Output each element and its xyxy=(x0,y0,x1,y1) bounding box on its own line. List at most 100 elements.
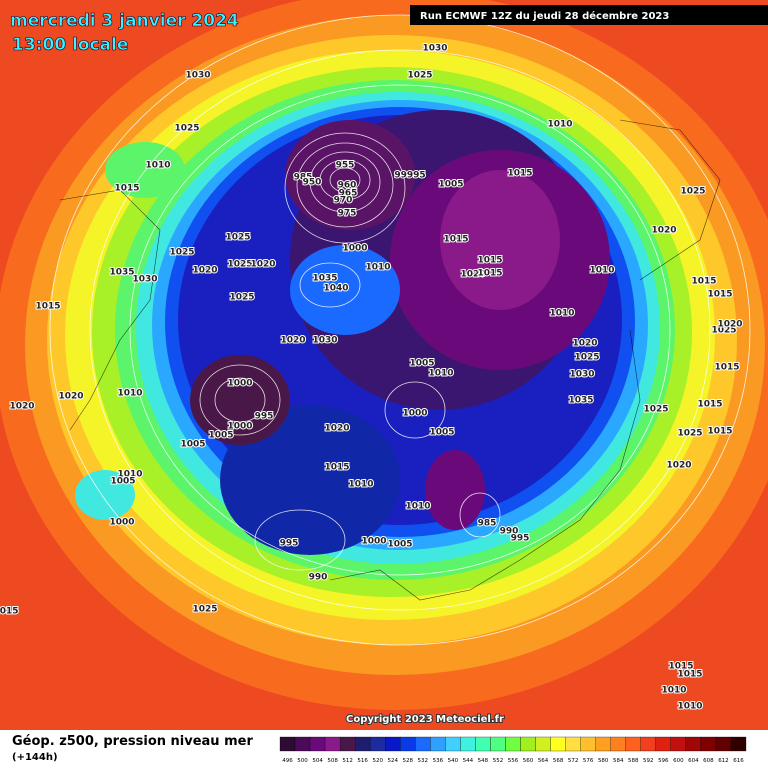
isobar-label: 1035 xyxy=(109,268,134,278)
isobar-label: 1010 xyxy=(348,480,373,490)
isobar-label: 1010 xyxy=(145,161,170,171)
colorbar-swatch xyxy=(294,736,311,752)
isobar-label: 1020 xyxy=(651,226,676,236)
colorbar-swatch xyxy=(505,736,521,752)
colorbar-swatch xyxy=(625,736,641,752)
isobar-label: 995 xyxy=(280,539,299,549)
coastlines xyxy=(59,119,721,601)
isobar-label: 1005 xyxy=(180,440,205,450)
isobar-label: 1025 xyxy=(407,71,432,81)
isobar-label: 1015 xyxy=(443,235,468,245)
isobar-label: 1025 xyxy=(225,233,250,243)
isobar-label: 1000 xyxy=(227,422,252,432)
isobar-label: 1025 xyxy=(229,293,254,303)
isobar-label: 1010 xyxy=(428,369,453,379)
isobar-label: 995 xyxy=(255,412,274,422)
isobars xyxy=(49,14,751,646)
isobar-label: 955 xyxy=(336,161,355,171)
colorbar-swatch xyxy=(550,736,566,752)
isobar-label: 985 xyxy=(478,519,497,529)
colorbar-label: 572 xyxy=(568,758,579,764)
colorbar-swatch xyxy=(520,736,536,752)
colorbar: 496 500 504 508 512 516 520 524 528 532 536 540 544 5… xyxy=(279,736,747,764)
isobar-label: 1025 xyxy=(174,124,199,134)
isobar-label: 1015 xyxy=(0,607,19,617)
isobar-label: 1025 xyxy=(169,248,194,258)
colorbar-label: 536 xyxy=(433,758,444,764)
isobar-label: 975 xyxy=(338,209,357,219)
isobar-label: 1010 xyxy=(661,686,686,696)
isobar-label: 1025 xyxy=(643,405,668,415)
colorbar-swatch xyxy=(535,736,551,752)
isobar-label: 1010 xyxy=(549,309,574,319)
isobar-label: 1020 xyxy=(460,270,485,280)
colorbar-label: 544 xyxy=(463,758,474,764)
colorbar-swatch xyxy=(655,736,671,752)
isobar-label: 1015 xyxy=(507,169,532,179)
isobar-label: 1010 xyxy=(547,120,572,130)
colorbar-swatch xyxy=(355,736,371,752)
isobar-label: 1010 xyxy=(117,389,142,399)
run-info: Run ECMWF 12Z du jeudi 28 décembre 2023 xyxy=(420,10,669,22)
isobar-label: 1030 xyxy=(132,275,157,285)
isobar-label: 1015 xyxy=(697,400,722,410)
colorbar-label: 584 xyxy=(613,758,624,764)
isobar-label: 1010 xyxy=(365,263,390,273)
isobar-label: 1010 xyxy=(117,470,142,480)
colorbar-label: 552 xyxy=(493,758,504,764)
colorbar-swatch xyxy=(730,736,747,752)
isobar-label: 1005 xyxy=(429,428,454,438)
isobar-label: 1025 xyxy=(574,353,599,363)
isobar-label: 990 xyxy=(309,573,328,583)
isobar-label: 99995 xyxy=(394,171,425,181)
colorbar-label: 560 xyxy=(523,758,534,764)
colorbar-label: 496 xyxy=(282,758,293,764)
isobar-label: 1000 xyxy=(361,537,386,547)
colorbar-swatch xyxy=(595,736,611,752)
isobar-label: 1015 xyxy=(691,277,716,287)
copyright: Copyright 2023 Meteociel.fr xyxy=(346,714,504,725)
isobar-label: 1030 xyxy=(569,370,594,380)
isobar-label: 1025 xyxy=(192,605,217,615)
colorbar-swatch xyxy=(460,736,476,752)
isobar-label: 1025 xyxy=(677,429,702,439)
colorbar-label: 500 xyxy=(297,758,308,764)
colorbar-label: 540 xyxy=(448,758,459,764)
colorbar-label: 576 xyxy=(583,758,594,764)
isobar-label: 1020 xyxy=(666,461,691,471)
isobar-label: 1020 xyxy=(324,424,349,434)
isobar-label: 1000 xyxy=(227,379,252,389)
isobar-label: 1000 xyxy=(342,244,367,254)
isobar-label: 1015 xyxy=(677,670,702,680)
colorbar-label: 532 xyxy=(418,758,429,764)
colorbar-swatch xyxy=(400,736,416,752)
colorbar-label: 592 xyxy=(643,758,654,764)
colorbar-swatch xyxy=(685,736,702,752)
isobar-label: 1020 xyxy=(9,402,34,412)
isobar-label: 1025 xyxy=(680,187,705,197)
isobar-label: 1020 xyxy=(572,339,597,349)
isobar-label: 1005 xyxy=(438,180,463,190)
isobar-label: 1020 xyxy=(192,266,217,276)
isobar-label: 1015 xyxy=(477,269,502,279)
isobar-label: 1000 xyxy=(109,518,134,528)
colorbar-swatch xyxy=(475,736,491,752)
colorbar-label: 588 xyxy=(628,758,639,764)
colorbar-label: 556 xyxy=(508,758,519,764)
colorbar-swatch xyxy=(279,736,296,752)
colorbar-swatch xyxy=(715,736,732,752)
colorbar-swatch xyxy=(385,736,401,752)
isobar-label: 1025 xyxy=(227,260,252,270)
colorbar-swatch xyxy=(339,736,356,752)
isobar-label: 985 xyxy=(294,173,313,183)
isobar-label: 1015 xyxy=(714,363,739,373)
isobar-label: 1005 xyxy=(208,431,233,441)
colorbar-swatch xyxy=(640,736,656,752)
legend-title: Géop. z500, pression niveau mer xyxy=(12,734,253,749)
isobar-label: 990 xyxy=(500,527,519,537)
isobar-label: 1025 xyxy=(711,326,736,336)
colorbar-label: 580 xyxy=(598,758,609,764)
colorbar-swatch xyxy=(565,736,581,752)
